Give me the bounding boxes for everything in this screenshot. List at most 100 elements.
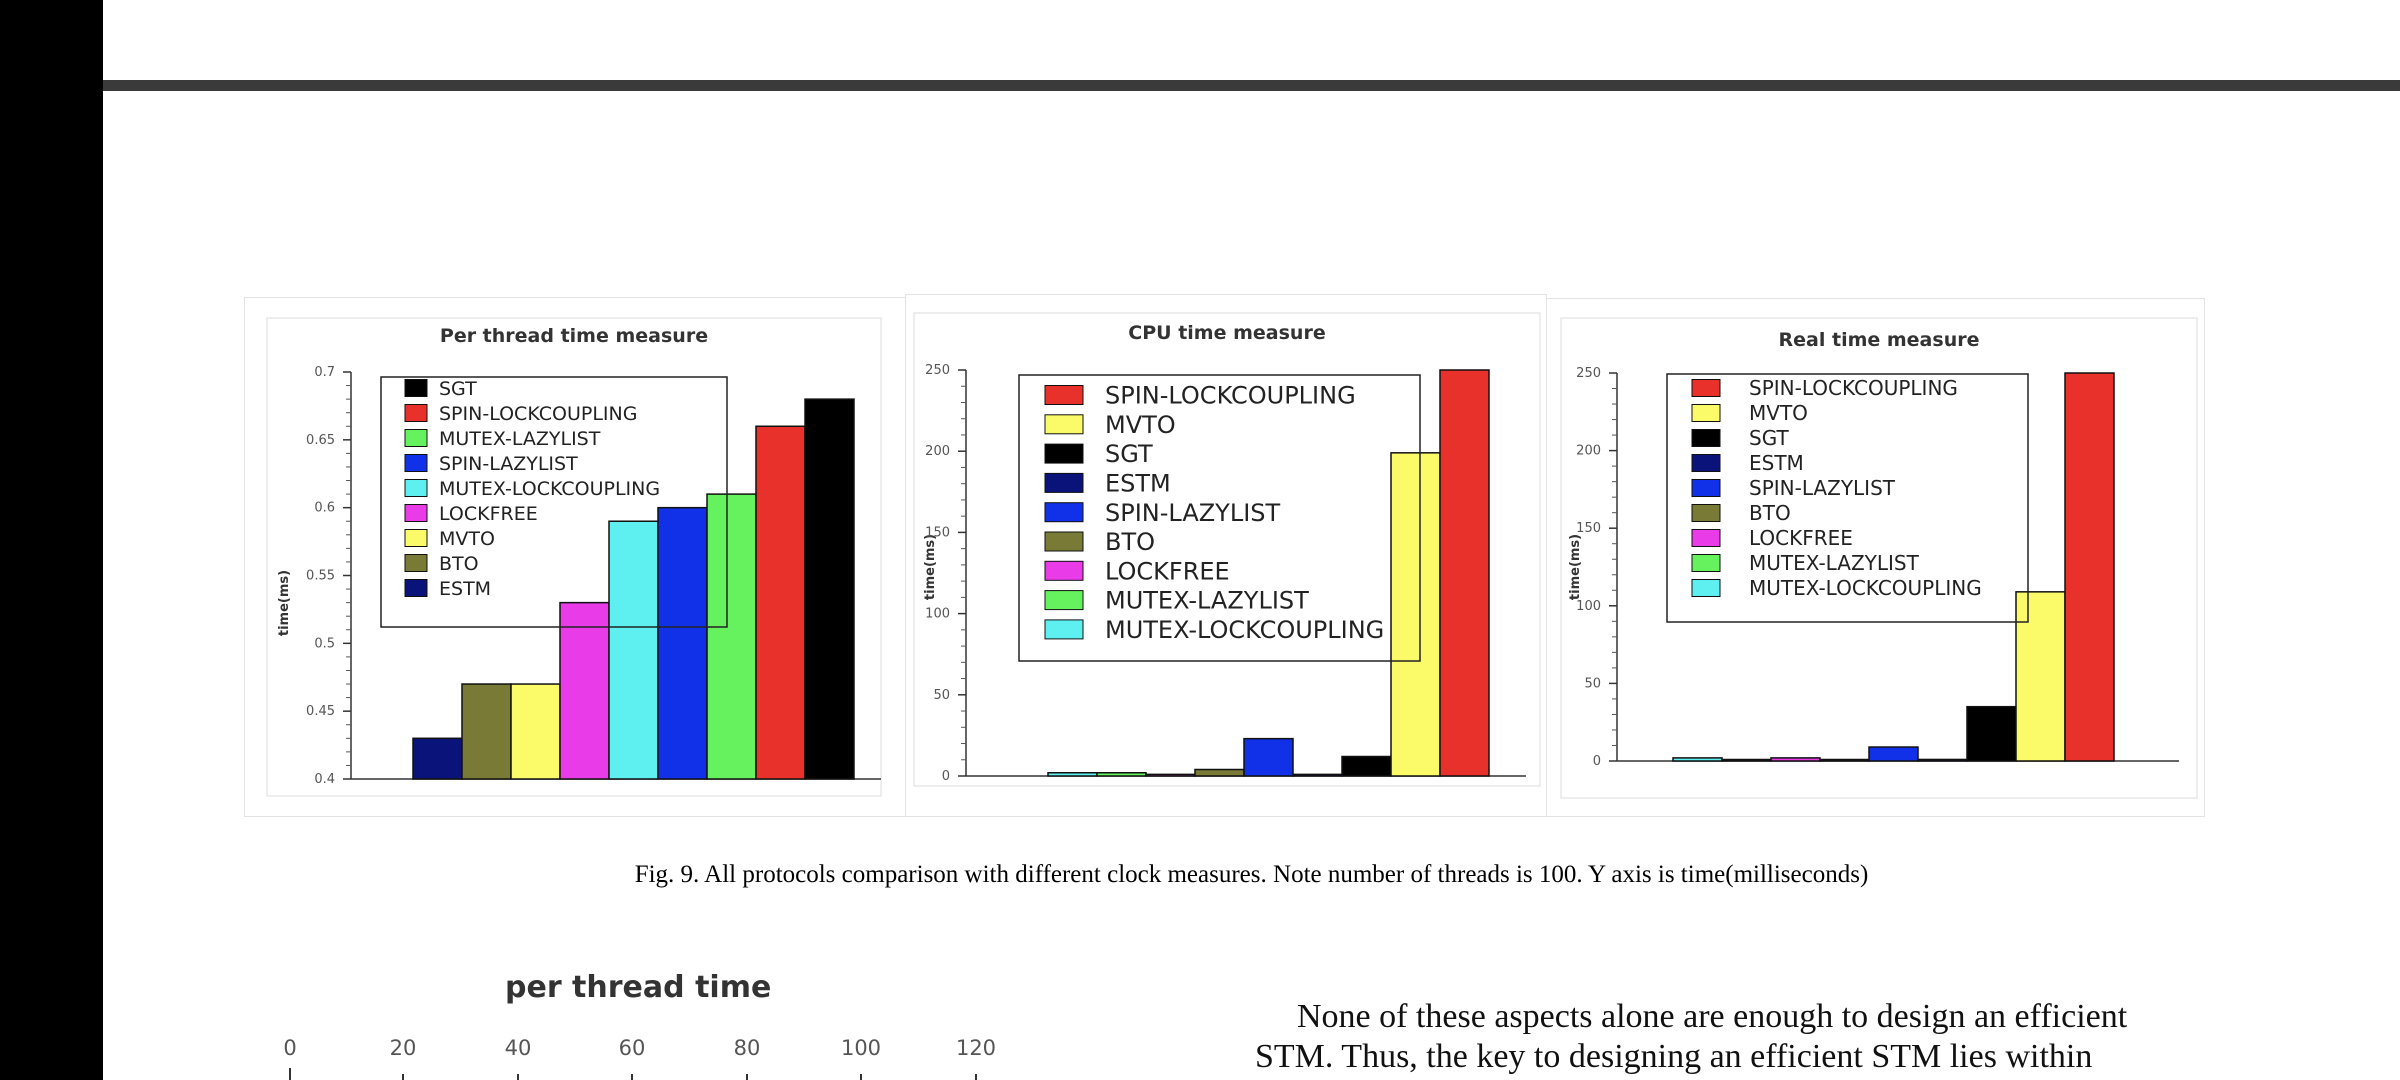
- y-tick-label: 250: [925, 363, 950, 378]
- legend-swatch: [1691, 554, 1721, 572]
- bar-estm: [1292, 773, 1343, 777]
- legend-swatch: [1691, 379, 1721, 397]
- y-tick-label: 0.65: [306, 433, 335, 448]
- legend-swatch: [1691, 504, 1721, 522]
- legend-swatch: [1044, 385, 1084, 405]
- legend-entry: SPIN-LAZYLIST: [439, 453, 578, 475]
- legend-entry: MUTEX-LAZYLIST: [1105, 587, 1309, 615]
- bar-lockfree: [1145, 773, 1196, 777]
- top-gray-rule: [103, 80, 2400, 91]
- legend-entry: ESTM: [439, 578, 491, 600]
- legend-swatch: [404, 429, 428, 447]
- legend-entry: SPIN-LOCKCOUPLING: [439, 403, 637, 425]
- legend-swatch: [404, 454, 428, 472]
- bar-mutex-lazylist: [706, 493, 757, 780]
- chart-real-time-svg: Real time measure time(ms) 0 50 100 150 200 250…: [1560, 317, 2198, 799]
- bar-sgt: [1341, 755, 1392, 777]
- legend-entry: MUTEX-LOCKCOUPLING: [1749, 576, 1982, 600]
- chart-per-thread: Per thread time measure time(ms) 0.4 0.45 0.…: [244, 297, 906, 817]
- bar-mvto: [2015, 591, 2066, 762]
- y-tick-label: 150: [925, 525, 950, 540]
- legend-entry: SPIN-LOCKCOUPLING: [1105, 382, 1356, 410]
- legend-entry: SGT: [1749, 426, 1789, 450]
- body-text-line: STM. Thus, the key to designing an effic…: [1255, 1038, 2093, 1075]
- chart-cpu-time: CPU time measure time(ms) 0 50 100 150 200 250 S…: [905, 294, 1547, 817]
- bar-mvto: [510, 683, 561, 780]
- legend-entry: SGT: [439, 378, 477, 400]
- bar-spin-lockcoupling: [1439, 369, 1490, 777]
- body-text-line: None of these aspects alone are enough t…: [1297, 998, 2128, 1035]
- plot-frame: [913, 312, 1541, 787]
- legend-swatch: [1691, 529, 1721, 547]
- legend-entry: BTO: [1105, 528, 1155, 556]
- bar-sgt: [804, 398, 855, 780]
- y-tick-label: 0: [942, 769, 950, 784]
- legend-entry: LOCKFREE: [1105, 557, 1230, 585]
- plot-frame: [1560, 317, 2198, 799]
- bar-mutex-lazylist: [1721, 758, 1772, 762]
- legend-swatch: [1691, 479, 1721, 497]
- bar-spin-lockcoupling: [2064, 372, 2115, 762]
- bar-spin-lazylist: [1243, 737, 1294, 777]
- y-tick-label: 50: [933, 688, 950, 703]
- legend-entry: LOCKFREE: [439, 503, 538, 525]
- legend-swatch: [1691, 454, 1721, 472]
- legend-swatch: [1691, 579, 1721, 597]
- legend-entry: MUTEX-LOCKCOUPLING: [439, 478, 660, 500]
- legend-swatch: [404, 529, 428, 547]
- legend-box: [1666, 373, 2029, 623]
- legend-swatch: [404, 404, 428, 422]
- x-tick-label: 0: [283, 1036, 297, 1060]
- bar-bto: [1819, 758, 1870, 762]
- legend-swatch: [1044, 531, 1084, 552]
- chart-title: Real time measure: [1779, 329, 1980, 351]
- y-tick-label: 250: [1576, 366, 1601, 381]
- bar-mutex-lockcoupling: [1672, 757, 1723, 762]
- legend-swatch: [404, 379, 428, 397]
- legend-swatch: [404, 504, 428, 522]
- legend-entry: ESTM: [1749, 451, 1804, 475]
- x-tick-label: 100: [840, 1036, 882, 1060]
- legend-swatch: [404, 479, 428, 497]
- y-tick-label: 0.5: [314, 636, 335, 651]
- bar-bto: [1194, 768, 1245, 777]
- y-tick-label: 0.4: [314, 772, 335, 787]
- y-tick-label: 0.7: [314, 365, 335, 380]
- legend-swatch: [1044, 619, 1084, 640]
- legend-entry: MVTO: [1105, 411, 1176, 439]
- legend-swatch: [404, 554, 428, 572]
- legend-swatch: [1691, 429, 1721, 447]
- bar-sgt: [1966, 705, 2017, 762]
- bar-estm: [412, 737, 463, 780]
- legend-box: [1018, 374, 1421, 662]
- bar-mutex-lockcoupling: [608, 520, 659, 780]
- per-thread-chart-title: per thread time: [505, 970, 772, 1005]
- legend-swatch: [1044, 590, 1084, 611]
- y-tick-label: 0.55: [306, 569, 335, 584]
- x-tick-label: 80: [733, 1036, 761, 1060]
- legend-entry: BTO: [439, 553, 479, 575]
- x-tick-label: 40: [504, 1036, 532, 1060]
- legend-swatch: [1044, 443, 1084, 464]
- legend-entry: MUTEX-LOCKCOUPLING: [1105, 616, 1384, 644]
- bar-spin-lockcoupling: [755, 425, 806, 780]
- y-tick-label: 0.45: [306, 704, 335, 719]
- body-paragraph: None of these aspects alone are enough t…: [1255, 997, 2255, 1077]
- bar-spin-lazylist: [1868, 746, 1919, 762]
- per-thread-x-axis: [289, 1068, 977, 1080]
- x-tick-label: 20: [389, 1036, 417, 1060]
- y-tick-label: 0.6: [314, 501, 335, 516]
- y-tick-label: 0: [1593, 754, 1601, 769]
- chart-per-thread-svg: Per thread time measure time(ms) 0.4 0.45 0.…: [266, 317, 882, 797]
- chart-cpu-time-svg: CPU time measure time(ms) 0 50 100 150 200 250 S…: [913, 312, 1541, 787]
- legend-entry: LOCKFREE: [1749, 526, 1853, 550]
- x-tick-label: 60: [618, 1036, 646, 1060]
- legend-swatch: [1044, 502, 1084, 523]
- bar-spin-lazylist: [657, 506, 708, 780]
- legend-entry: MVTO: [439, 528, 495, 550]
- legend-entry: MVTO: [1749, 401, 1808, 425]
- y-axis-label: time(ms): [923, 534, 938, 600]
- bar-lockfree: [559, 601, 610, 780]
- y-tick-label: 200: [1576, 444, 1601, 459]
- legend-swatch: [1691, 404, 1721, 422]
